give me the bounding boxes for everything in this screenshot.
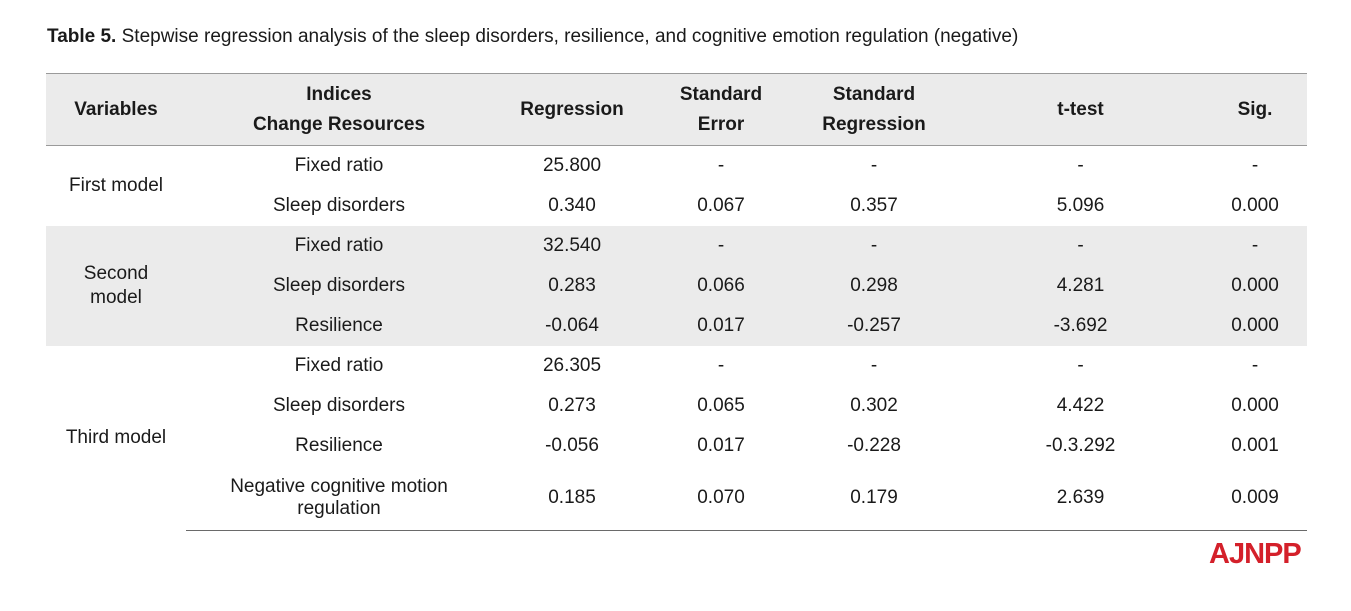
table-caption: Table 5. Stepwise regression analysis of… — [47, 26, 1018, 48]
journal-logo: AJNPP — [1209, 538, 1302, 570]
table-row: Resilience -0.056 0.017 -0.228 -0.3.292 … — [46, 426, 1307, 466]
cell-sig: 0.009 — [1203, 466, 1307, 531]
table-row: Sleep disorders 0.273 0.065 0.302 4.422 … — [46, 386, 1307, 426]
cell-index: Fixed ratio — [294, 155, 384, 176]
table-row: Sleep disorders 0.283 0.066 0.298 4.281 … — [46, 266, 1307, 306]
cell-standard-error: - — [652, 226, 790, 266]
table-row: First model Fixed ratio 25.800 - - - - — [46, 146, 1307, 196]
cell-index: Sleep disorders — [186, 266, 492, 306]
table-row: Second model Fixed ratio 32.540 - - - - — [46, 226, 1307, 346]
table-row: Sleep disorders 0.340 0.067 0.357 5.096 … — [46, 186, 1307, 226]
cell-index: Fixed ratio — [294, 355, 384, 376]
cell-standard-error: 0.017 — [652, 306, 790, 346]
cell-standard-error: - — [717, 355, 725, 376]
model-label-second: Second model — [46, 226, 186, 346]
cell-sig: 0.000 — [1231, 195, 1279, 216]
cell-t-test: 2.639 — [958, 466, 1203, 531]
cell-t-test: -3.692 — [958, 306, 1203, 346]
model-label-first: First model — [69, 175, 163, 196]
cell-standard-error: - — [717, 155, 725, 176]
cell-t-test: 4.422 — [1056, 395, 1105, 416]
cell-t-test: - — [958, 226, 1203, 266]
caption-label: Table 5. — [47, 26, 117, 47]
header-standard-regression: Standard Regression — [790, 73, 958, 146]
cell-sig: 0.001 — [1231, 435, 1279, 456]
cell-standard-regression: 0.179 — [790, 466, 958, 531]
cell-regression: 0.283 — [492, 266, 652, 306]
cell-standard-regression: -0.257 — [790, 306, 958, 346]
header-variables: Variables — [46, 73, 186, 146]
cell-standard-error: 0.066 — [652, 266, 790, 306]
header-t-test: t-test — [958, 73, 1203, 146]
cell-regression: 26.305 — [542, 355, 602, 376]
table-row: Negative cognitive motion regulation 0.18… — [46, 466, 1307, 531]
regression-table: Variables Indices Change Resources Regres… — [46, 73, 1307, 531]
cell-standard-regression: 0.298 — [790, 266, 958, 306]
cell-standard-error: 0.067 — [697, 195, 745, 216]
cell-standard-regression: - — [870, 355, 878, 376]
cell-sig: - — [1251, 155, 1259, 176]
cell-t-test: - — [1077, 155, 1084, 176]
cell-sig: 0.000 — [1203, 266, 1307, 306]
cell-regression: 25.800 — [542, 155, 602, 176]
cell-standard-error: 0.017 — [697, 435, 745, 456]
header-sig: Sig. — [1203, 73, 1307, 146]
header-row: Variables Indices Change Resources Regres… — [46, 73, 1307, 146]
cell-index: Sleep disorders — [272, 395, 406, 416]
cell-index: Negative cognitive motion regulation — [186, 466, 492, 531]
cell-regression: -0.056 — [545, 435, 599, 456]
cell-standard-regression: 0.302 — [850, 395, 898, 416]
cell-t-test: 4.281 — [958, 266, 1203, 306]
cell-regression: 0.340 — [548, 195, 596, 216]
cell-index: Resilience — [186, 306, 492, 346]
cell-regression: 0.185 — [492, 466, 652, 531]
cell-sig: - — [1203, 226, 1307, 266]
table-row: Third model Fixed ratio 26.305 - - - - — [46, 346, 1307, 448]
cell-index: Resilience — [295, 435, 383, 456]
header-standard-error: Standard Error — [652, 73, 790, 146]
cell-index: Sleep disorders — [272, 195, 406, 216]
cell-t-test: 5.096 — [1056, 195, 1105, 216]
header-indices: Indices Change Resources — [186, 73, 492, 146]
cell-standard-regression: - — [790, 226, 958, 266]
cell-sig: 0.000 — [1231, 395, 1279, 416]
cell-standard-regression: 0.357 — [850, 195, 898, 216]
table-row: Resilience -0.064 0.017 -0.257 -3.692 0.… — [46, 306, 1307, 346]
cell-regression: 32.540 — [492, 226, 652, 266]
caption-text: Stepwise regression analysis of the slee… — [121, 26, 1019, 47]
header-regression: Regression — [492, 73, 652, 146]
cell-sig: 0.000 — [1203, 306, 1307, 346]
cell-standard-regression: -0.228 — [847, 435, 901, 456]
cell-index: Fixed ratio — [186, 226, 492, 266]
cell-standard-error: 0.070 — [652, 466, 790, 531]
cell-regression: -0.064 — [492, 306, 652, 346]
cell-sig: - — [1251, 355, 1259, 376]
cell-t-test: - — [1077, 355, 1084, 376]
cell-standard-regression: - — [870, 155, 878, 176]
cell-standard-error: 0.065 — [697, 395, 745, 416]
model-label-third: Third model — [65, 427, 167, 449]
cell-t-test: -0.3.292 — [1045, 435, 1116, 456]
cell-regression: 0.273 — [548, 395, 596, 416]
